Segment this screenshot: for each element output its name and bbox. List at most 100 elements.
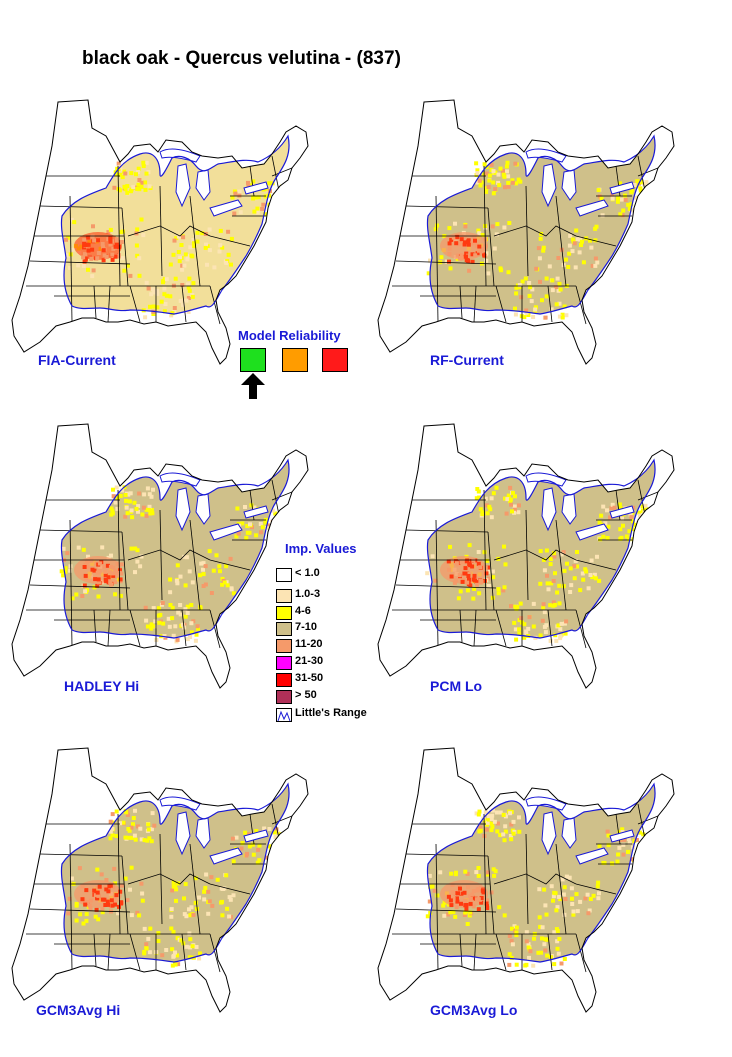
state-boundary bbox=[459, 609, 463, 643]
map-cell bbox=[255, 860, 260, 865]
map-cell bbox=[530, 287, 535, 292]
map-cell bbox=[85, 565, 90, 569]
map-cell bbox=[639, 526, 643, 530]
map-cell bbox=[489, 496, 494, 501]
map-cell bbox=[483, 810, 488, 815]
map-cell bbox=[218, 243, 223, 248]
map-cell bbox=[170, 616, 175, 621]
reliability-swatch-high[interactable] bbox=[240, 348, 266, 372]
map-cell bbox=[150, 811, 155, 816]
map-cell bbox=[65, 551, 70, 556]
map-cell bbox=[491, 191, 496, 196]
state-boundary bbox=[547, 285, 553, 323]
map-cell bbox=[575, 564, 579, 569]
map-cell bbox=[603, 521, 608, 526]
map-cell bbox=[543, 903, 548, 908]
map-cell bbox=[454, 241, 459, 246]
map-cell bbox=[455, 234, 460, 239]
map-cell bbox=[108, 564, 113, 569]
map-cell bbox=[637, 830, 642, 835]
map-cell bbox=[617, 845, 622, 850]
map-cell bbox=[224, 873, 229, 878]
map-cell bbox=[638, 186, 643, 191]
map-cell bbox=[144, 513, 149, 518]
map-cell bbox=[537, 256, 542, 261]
map-cell bbox=[219, 886, 224, 891]
map-cell bbox=[475, 251, 480, 256]
map-cell bbox=[480, 512, 485, 517]
map-cell bbox=[477, 178, 482, 183]
map-cell bbox=[456, 891, 460, 896]
map-cell bbox=[206, 911, 211, 916]
map-cell bbox=[484, 827, 489, 832]
map-cell bbox=[133, 546, 138, 551]
lake bbox=[159, 472, 201, 487]
map-cell bbox=[581, 577, 586, 582]
map-cell bbox=[634, 838, 639, 842]
map-cell bbox=[541, 245, 546, 250]
map-cell bbox=[127, 499, 132, 504]
map-cell bbox=[464, 251, 469, 256]
map-cell bbox=[517, 815, 521, 820]
state-boundary bbox=[495, 285, 507, 323]
map-cell bbox=[617, 502, 622, 507]
map-cell bbox=[568, 233, 573, 238]
map-cell bbox=[129, 913, 134, 918]
map-cell bbox=[176, 962, 181, 967]
map-cell bbox=[180, 283, 185, 287]
map-cell bbox=[627, 206, 632, 211]
map-cell bbox=[485, 511, 490, 516]
map-cell bbox=[510, 926, 514, 931]
map-cell bbox=[586, 911, 591, 916]
reliability-swatch-medium[interactable] bbox=[282, 348, 308, 372]
reliability-swatch-low[interactable] bbox=[322, 348, 348, 372]
map-cell bbox=[162, 634, 167, 638]
map-cell bbox=[188, 635, 193, 639]
map-cell bbox=[167, 624, 172, 629]
map-cell bbox=[262, 826, 267, 831]
map-cell bbox=[227, 895, 232, 900]
map-cell bbox=[257, 843, 262, 848]
map-cell bbox=[520, 279, 525, 284]
map-cell bbox=[606, 843, 611, 848]
map-cell bbox=[495, 222, 500, 227]
map-cell bbox=[626, 537, 631, 542]
map-cell bbox=[597, 843, 602, 848]
map-cell bbox=[561, 584, 566, 589]
map-cell bbox=[524, 939, 529, 944]
map-cell bbox=[118, 172, 123, 177]
map-cell bbox=[59, 569, 64, 574]
map-cell bbox=[545, 953, 550, 958]
map-cell bbox=[96, 594, 101, 599]
map-cell bbox=[115, 166, 120, 171]
lake bbox=[243, 829, 269, 843]
map-cell bbox=[166, 616, 171, 621]
map-cell bbox=[130, 515, 135, 520]
map-cell bbox=[236, 531, 241, 536]
legend-swatch bbox=[276, 622, 292, 636]
map-cell bbox=[459, 901, 463, 906]
map-hadley-hi bbox=[11, 423, 309, 689]
map-cell bbox=[260, 206, 265, 211]
map-cell bbox=[448, 266, 453, 271]
map-cell bbox=[169, 926, 174, 931]
map-cell bbox=[82, 241, 87, 246]
map-cell bbox=[618, 506, 623, 511]
map-cell bbox=[228, 897, 233, 902]
state-boundary bbox=[189, 843, 201, 935]
map-cell bbox=[145, 486, 150, 491]
map-cell bbox=[512, 620, 517, 625]
map-cell bbox=[103, 883, 108, 888]
map-cell bbox=[90, 274, 95, 279]
map-cell bbox=[499, 268, 504, 273]
map-cell bbox=[83, 573, 88, 578]
map-cell bbox=[503, 824, 508, 829]
map-cell bbox=[567, 243, 572, 248]
map-cell bbox=[478, 825, 483, 830]
map-cell bbox=[108, 242, 113, 247]
map-cell bbox=[277, 842, 281, 847]
map-cell bbox=[178, 255, 183, 260]
map-cell bbox=[186, 296, 191, 300]
map-cell bbox=[595, 260, 600, 265]
map-cell bbox=[144, 945, 149, 950]
